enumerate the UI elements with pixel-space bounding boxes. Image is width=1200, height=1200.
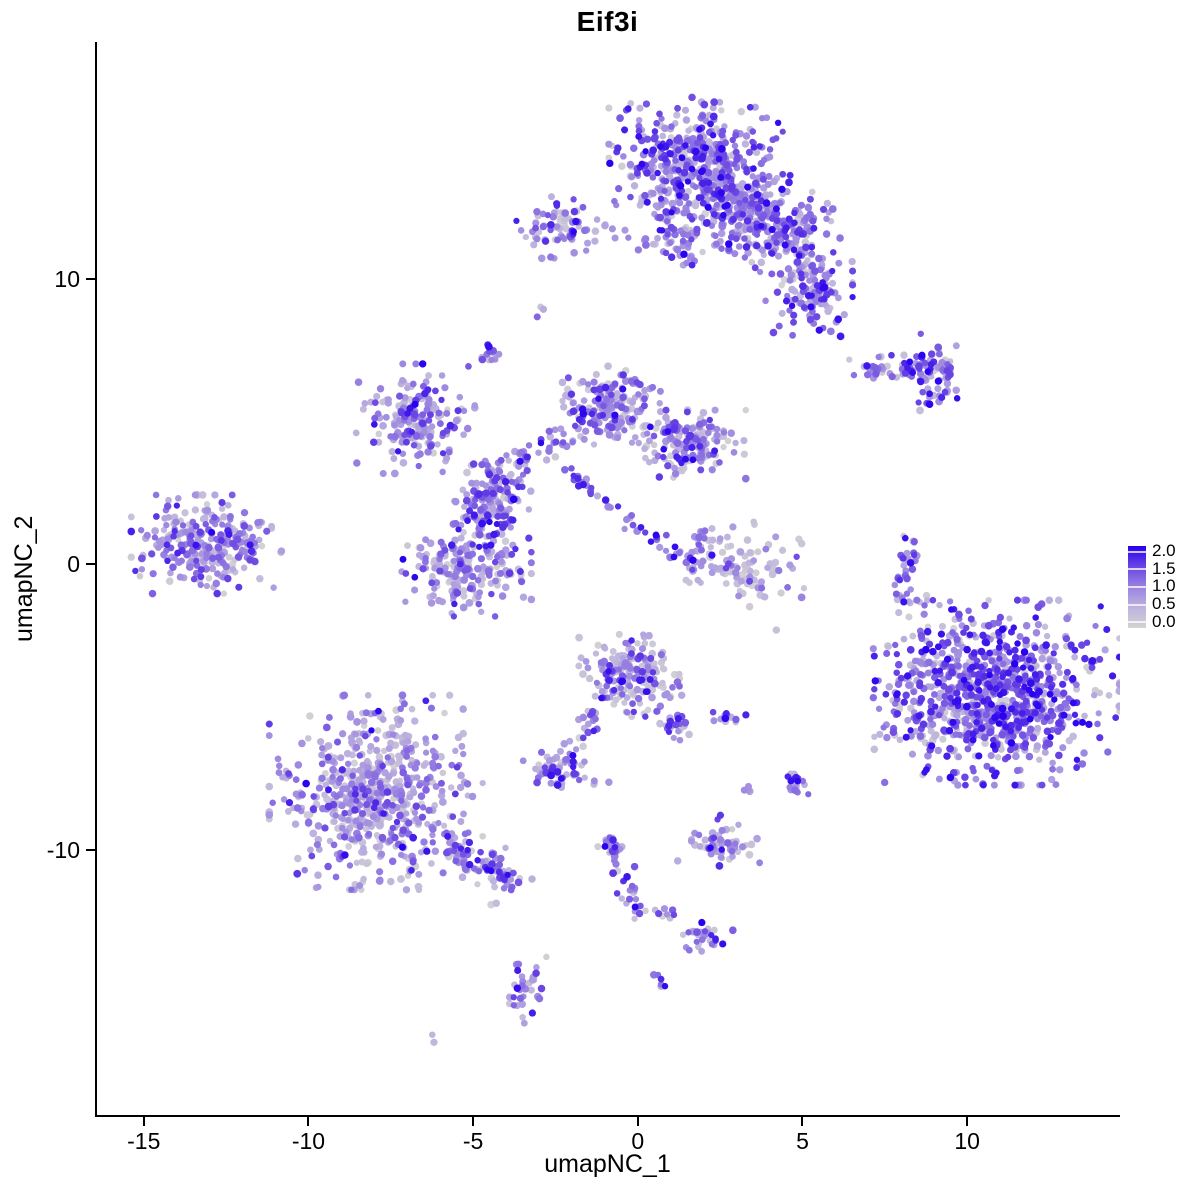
x-tick-label: -10 [291,1128,326,1154]
scatter-points-canvas [97,42,1120,1115]
x-tick-label: -15 [127,1128,161,1154]
x-tick-mark [636,1117,639,1126]
y-tick-mark [86,848,95,851]
y-tick-label: 0 [67,551,80,578]
colorbar-labels: 2.0 1.5 1.0 0.5 0.0 [1152,542,1176,630]
colorbar-tick [1128,621,1146,624]
plot-panel [95,42,1120,1117]
colorbar-gradient [1128,546,1146,628]
x-axis-title: umapNC_1 [544,1150,671,1178]
colorbar-tick [1128,603,1146,606]
colorbar-tick [1128,550,1146,553]
y-tick-label: -10 [46,836,80,863]
x-tick-mark [307,1117,310,1126]
x-tick-mark [966,1117,969,1126]
colorbar-label: 0.5 [1152,594,1176,614]
colorbar-label: 1.0 [1152,576,1176,596]
y-tick-mark [86,563,95,566]
x-tick-mark [142,1117,145,1126]
x-tick-label: 10 [954,1128,980,1154]
x-tick-label: 0 [631,1128,645,1154]
colorbar-tick [1128,586,1146,588]
colorbar-label: 2.0 [1152,541,1176,560]
y-tick-label: 10 [54,265,80,292]
colorbar-tick [1128,568,1146,571]
x-tick-label: -5 [462,1128,484,1154]
x-tick-mark [472,1117,475,1126]
x-tick-label: 5 [796,1128,809,1154]
colorbar-label: 0.0 [1152,611,1176,631]
colorbar-label: 1.5 [1152,558,1176,578]
plot-title: Eif3i [576,6,639,37]
y-tick-mark [86,277,95,280]
x-tick-mark [801,1117,804,1126]
y-axis-title: umapNC_2 [10,515,38,642]
color-legend: 2.0 1.5 1.0 0.5 0.0 [1128,542,1200,630]
